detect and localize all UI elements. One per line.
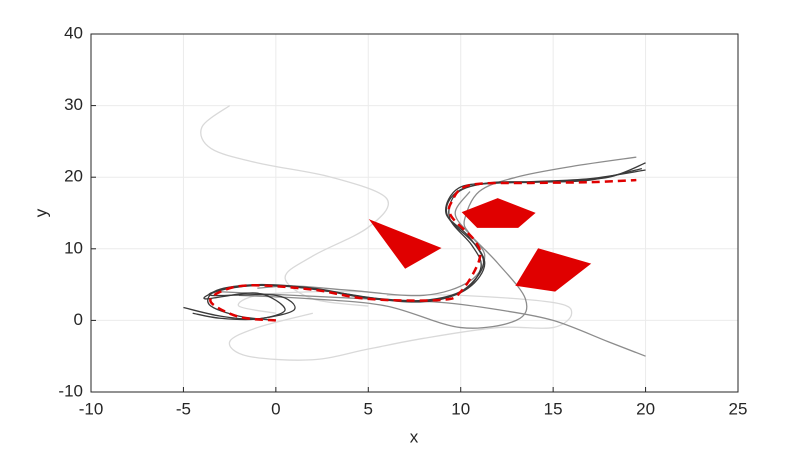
x-tick-label: 10 [451,399,470,418]
x-tick-label: 20 [636,399,655,418]
y-axis-label: y [31,208,50,217]
y-tick-label: 10 [64,238,83,257]
x-tick-label: 15 [544,399,563,418]
trajectory [220,291,646,357]
y-tick-label: 0 [74,310,83,329]
trajectory [207,169,646,322]
y-tick-label: 40 [64,23,83,42]
y-tick-label: 20 [64,167,83,186]
x-axis-label: x [410,427,419,446]
plot-area [91,34,738,392]
x-tick-label: 0 [271,399,280,418]
trajectory [200,105,389,307]
x-tick-label: -10 [79,399,104,418]
trajectory [238,191,528,329]
y-tick-label: -10 [58,381,83,400]
trajectory [228,294,573,361]
reference-path [209,178,637,322]
x-tick-label: 25 [729,399,748,418]
axes-box [90,33,739,393]
x-tick-label: 5 [364,399,373,418]
obstacle [368,219,442,269]
obstacle [515,248,592,292]
obstacle [461,198,536,228]
y-tick-label: 30 [64,95,83,114]
x-tick-label: -5 [176,399,191,418]
